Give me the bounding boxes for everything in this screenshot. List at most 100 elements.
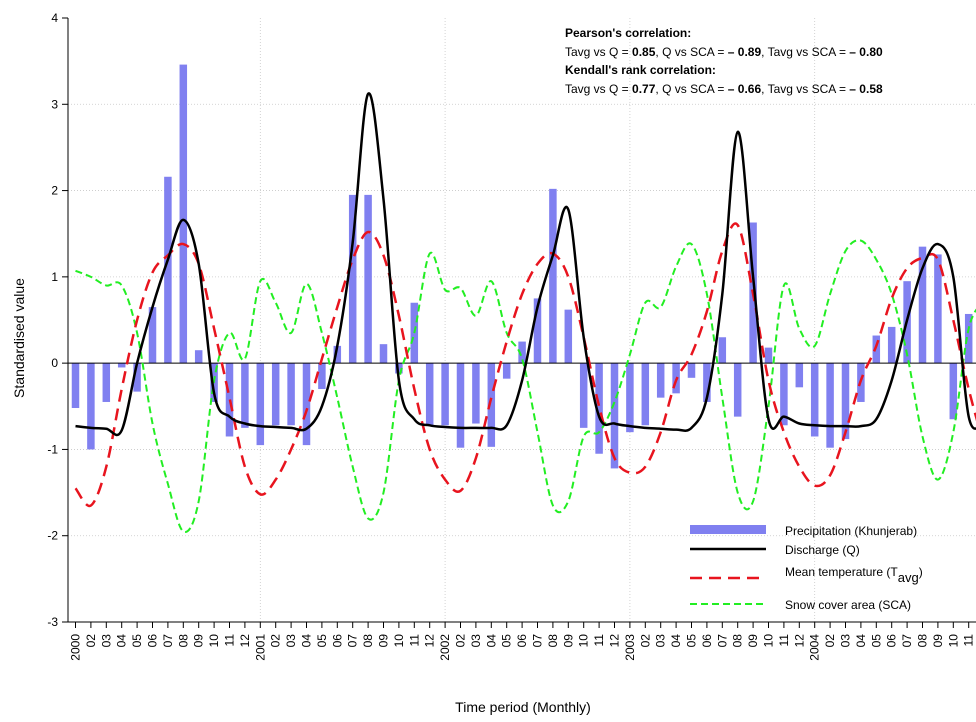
x-tick-label: 06 bbox=[515, 634, 529, 648]
precipitation-bar bbox=[87, 363, 95, 450]
precipitation-bar bbox=[918, 246, 927, 364]
y-ticks: -3 -2 -1 0 1 2 3 4 bbox=[47, 11, 68, 629]
precipitation-bar bbox=[949, 363, 958, 420]
precipitation-bar bbox=[271, 363, 280, 426]
x-tick-label: 10 bbox=[762, 634, 776, 648]
precipitation-bar bbox=[826, 363, 834, 448]
x-tick-label: 11 bbox=[592, 634, 606, 647]
precipitation-bar bbox=[256, 363, 265, 446]
legend-item-sca: Snow cover area (SCA) bbox=[690, 598, 911, 612]
precipitation-bar bbox=[395, 363, 403, 374]
x-tick-label: 2001 bbox=[253, 634, 267, 661]
x-tick-label: 08 bbox=[546, 634, 560, 648]
corr-sep: , bbox=[761, 82, 767, 96]
series-lines bbox=[74, 92, 976, 533]
x-tick-label: 09 bbox=[561, 634, 575, 648]
precipitation-bar bbox=[687, 363, 696, 378]
precipitation-bar bbox=[302, 363, 311, 446]
x-tick-label: 10 bbox=[946, 634, 960, 648]
corr-label: Q vs SCA = bbox=[662, 45, 728, 59]
x-tick-label: 03 bbox=[654, 634, 668, 648]
pearson-title: Pearson's correlation: bbox=[565, 26, 691, 40]
x-tick-label: 07 bbox=[715, 634, 729, 648]
precipitation-bar bbox=[841, 363, 850, 440]
x-tick-label: 02 bbox=[269, 634, 283, 648]
x-tick-label: 03 bbox=[839, 634, 853, 648]
precipitation-bar bbox=[549, 188, 557, 364]
precipitation-bar bbox=[703, 363, 711, 402]
precipitation-bar bbox=[487, 363, 496, 447]
pearson-values: Tavg vs Q = 0.85, Q vs SCA = – 0.89, Tav… bbox=[565, 45, 883, 59]
legend-temp-close: ) bbox=[919, 565, 923, 579]
precipitation-bar bbox=[364, 194, 372, 364]
corr-label: Tavg vs SCA = bbox=[768, 82, 850, 96]
precipitation-bar bbox=[194, 350, 203, 364]
x-tick-label: 05 bbox=[315, 634, 329, 648]
x-tick-label: 04 bbox=[669, 634, 683, 648]
precipitation-bar bbox=[718, 337, 727, 364]
legend-label-precipitation: Precipitation (Khunjerab) bbox=[785, 524, 917, 538]
y-tick-label: -3 bbox=[47, 615, 58, 629]
precipitation-bar bbox=[579, 363, 588, 428]
legend-label-temperature: Mean temperature (Tavg) bbox=[785, 565, 923, 585]
precipitation-bar bbox=[179, 64, 188, 364]
kendall-title: Kendall's rank correlation: bbox=[565, 63, 716, 77]
precipitation-bar bbox=[287, 363, 295, 426]
gridlines bbox=[68, 18, 976, 622]
corr-label: Q vs SCA = bbox=[662, 82, 728, 96]
x-tick-label: 05 bbox=[130, 634, 144, 648]
precipitation-bar bbox=[502, 363, 511, 379]
x-tick-label: 11 bbox=[962, 634, 976, 647]
precipitation-bar bbox=[934, 254, 942, 364]
precipitation-bar bbox=[626, 363, 634, 433]
corr-sep: , bbox=[655, 82, 662, 96]
x-tick-label: 11 bbox=[223, 634, 237, 647]
x-tick-label: 07 bbox=[161, 634, 175, 648]
precipitation-bar bbox=[148, 307, 157, 364]
x-tick-label: 2004 bbox=[808, 634, 822, 661]
corr-value: 0.85 bbox=[632, 45, 656, 59]
x-tick-label: 10 bbox=[577, 634, 591, 648]
x-tick-label: 02 bbox=[823, 634, 837, 648]
precipitation-bar bbox=[533, 298, 542, 364]
precipitation-bar bbox=[656, 363, 665, 398]
precipitation-bar bbox=[518, 341, 526, 364]
x-ticks: 2000 02 03 04 05 06 07 08 09 10 11 12 2001 02 03 04 05 06… bbox=[69, 622, 976, 661]
x-tick-label: 06 bbox=[885, 634, 899, 648]
precipitation-bar bbox=[241, 363, 249, 428]
kendall-values: Tavg vs Q = 0.77, Q vs SCA = – 0.66, Tav… bbox=[565, 82, 883, 96]
x-tick-label: 04 bbox=[854, 634, 868, 648]
legend-item-discharge: Discharge (Q) bbox=[690, 543, 860, 557]
corr-value: – 0.89 bbox=[728, 45, 762, 59]
y-tick-label: -1 bbox=[47, 442, 58, 456]
legend-temp-sub: avg bbox=[898, 570, 919, 585]
precipitation-bar bbox=[318, 363, 326, 390]
temperature-line bbox=[74, 222, 976, 508]
precipitation-bar bbox=[456, 363, 465, 448]
precipitation-bar bbox=[764, 347, 773, 364]
x-tick-label: 12 bbox=[608, 634, 622, 648]
sca-line bbox=[75, 239, 976, 533]
precipitation-bars bbox=[71, 64, 973, 469]
x-tick-label: 03 bbox=[99, 634, 113, 648]
precipitation-bar bbox=[795, 363, 804, 388]
corr-value: – 0.80 bbox=[849, 45, 883, 59]
x-tick-label: 2002 bbox=[438, 634, 452, 661]
correlation-annotation: Pearson's correlation: Tavg vs Q = 0.85,… bbox=[565, 26, 883, 96]
y-tick-label: 2 bbox=[51, 184, 58, 198]
x-tick-label: 08 bbox=[916, 634, 930, 648]
x-tick-label: 02 bbox=[84, 634, 98, 648]
precipitation-bar bbox=[164, 176, 172, 364]
legend-swatch-precipitation bbox=[690, 525, 766, 534]
legend-label-sca: Snow cover area (SCA) bbox=[785, 598, 911, 612]
x-tick-label: 09 bbox=[931, 634, 945, 648]
x-tick-label: 03 bbox=[469, 634, 483, 648]
corr-sep: , bbox=[761, 45, 767, 59]
y-tick-label: 3 bbox=[51, 97, 58, 111]
discharge-line bbox=[75, 92, 976, 437]
corr-label: Tavg vs SCA = bbox=[768, 45, 850, 59]
precipitation-bar bbox=[348, 194, 357, 364]
x-tick-label: 08 bbox=[361, 634, 375, 648]
x-tick-label: 04 bbox=[300, 634, 314, 648]
x-tick-label: 11 bbox=[407, 634, 421, 647]
